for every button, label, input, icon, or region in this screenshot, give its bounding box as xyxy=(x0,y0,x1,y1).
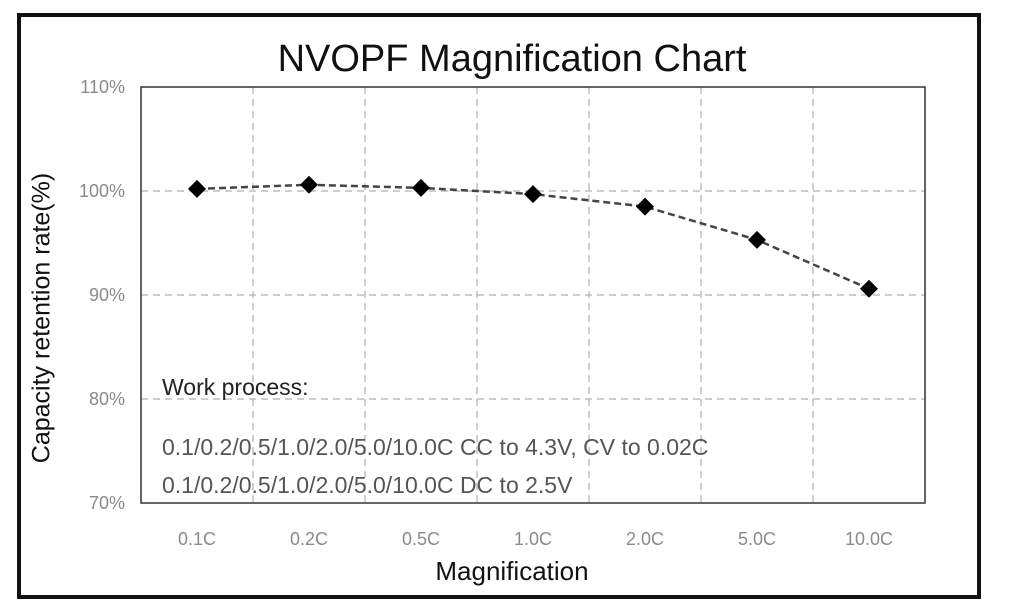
chart-frame xyxy=(17,13,981,599)
annotation-discharge: 0.1/0.2/0.5/1.0/2.0/5.0/10.0C DC to 2.5V xyxy=(162,472,573,498)
annotation-heading: Work process: xyxy=(162,374,309,400)
plot-border xyxy=(140,86,926,504)
x-tick-label: 2.0C xyxy=(626,529,664,549)
y-tick-label: 90% xyxy=(89,285,125,305)
chart-title: NVOPF Magnification Chart xyxy=(277,38,747,80)
y-tick-label: 80% xyxy=(89,389,125,409)
data-point xyxy=(300,175,318,194)
y-tick-label: 110% xyxy=(80,77,125,97)
annotation-charge: 0.1/0.2/0.5/1.0/2.0/5.0/10.0C CC to 4.3V… xyxy=(162,434,709,460)
x-axis-label: Magnification xyxy=(435,556,589,586)
x-tick-label: 1.0C xyxy=(514,529,552,549)
data-point xyxy=(524,185,542,204)
x-tick-label: 5.0C xyxy=(738,529,776,549)
data-point xyxy=(748,230,766,249)
data-point xyxy=(412,178,430,197)
data-point xyxy=(860,279,878,298)
x-tick-label: 10.0C xyxy=(845,529,893,549)
x-tick-label: 0.2C xyxy=(290,529,328,549)
data-point xyxy=(188,179,206,198)
y-tick-label: 70% xyxy=(89,493,125,513)
x-tick-label: 0.5C xyxy=(402,529,440,549)
y-tick-label: 100% xyxy=(79,181,125,201)
x-tick-label: 0.1C xyxy=(178,529,216,549)
data-point xyxy=(636,197,654,216)
